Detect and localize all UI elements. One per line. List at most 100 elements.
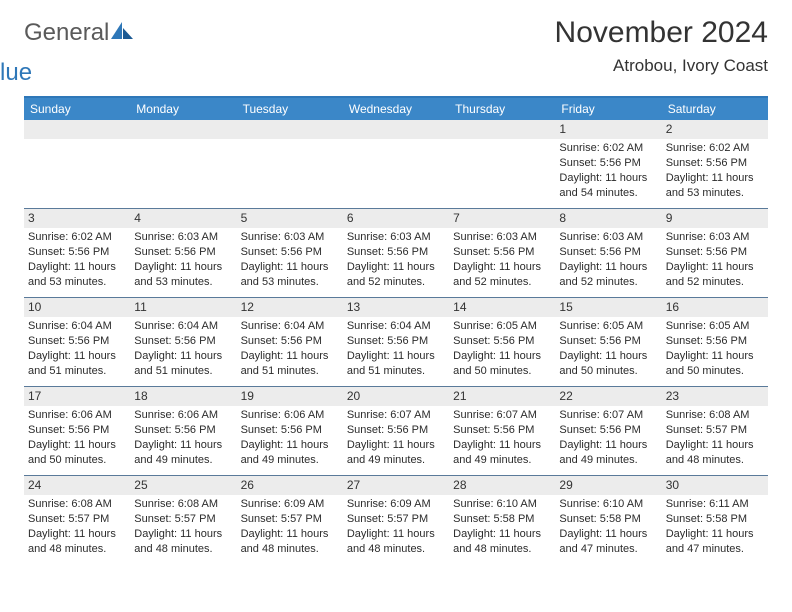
day-info: Sunrise: 6:04 AMSunset: 5:56 PMDaylight:… bbox=[343, 317, 449, 382]
daylight-text: Daylight: 11 hours and 47 minutes. bbox=[559, 527, 657, 557]
day-cell bbox=[130, 120, 236, 208]
sunset-text: Sunset: 5:56 PM bbox=[347, 245, 445, 260]
day-number: 26 bbox=[237, 476, 343, 495]
day-info: Sunrise: 6:07 AMSunset: 5:56 PMDaylight:… bbox=[449, 406, 555, 471]
daylight-text: Daylight: 11 hours and 50 minutes. bbox=[559, 349, 657, 379]
day-info: Sunrise: 6:02 AMSunset: 5:56 PMDaylight:… bbox=[662, 139, 768, 204]
daylight-text: Daylight: 11 hours and 48 minutes. bbox=[134, 527, 232, 557]
day-cell bbox=[24, 120, 130, 208]
day-info: Sunrise: 6:09 AMSunset: 5:57 PMDaylight:… bbox=[343, 495, 449, 560]
sunrise-text: Sunrise: 6:08 AM bbox=[28, 497, 126, 512]
day-info: Sunrise: 6:04 AMSunset: 5:56 PMDaylight:… bbox=[237, 317, 343, 382]
day-number: 23 bbox=[662, 387, 768, 406]
day-number: 17 bbox=[24, 387, 130, 406]
sunset-text: Sunset: 5:56 PM bbox=[241, 423, 339, 438]
day-cell: 26Sunrise: 6:09 AMSunset: 5:57 PMDayligh… bbox=[237, 476, 343, 564]
day-info: Sunrise: 6:03 AMSunset: 5:56 PMDaylight:… bbox=[130, 228, 236, 293]
sunset-text: Sunset: 5:56 PM bbox=[666, 334, 764, 349]
day-cell: 12Sunrise: 6:04 AMSunset: 5:56 PMDayligh… bbox=[237, 298, 343, 386]
sunset-text: Sunset: 5:56 PM bbox=[559, 245, 657, 260]
sunset-text: Sunset: 5:56 PM bbox=[559, 156, 657, 171]
daylight-text: Daylight: 11 hours and 50 minutes. bbox=[28, 438, 126, 468]
day-cell bbox=[449, 120, 555, 208]
daylight-text: Daylight: 11 hours and 48 minutes. bbox=[453, 527, 551, 557]
sunrise-text: Sunrise: 6:02 AM bbox=[28, 230, 126, 245]
daylight-text: Daylight: 11 hours and 49 minutes. bbox=[347, 438, 445, 468]
sunset-text: Sunset: 5:56 PM bbox=[134, 245, 232, 260]
page-header: General Blue November 2024 Atrobou, Ivor… bbox=[24, 16, 768, 76]
sunset-text: Sunset: 5:56 PM bbox=[241, 334, 339, 349]
day-number: 24 bbox=[24, 476, 130, 495]
sunset-text: Sunset: 5:56 PM bbox=[453, 334, 551, 349]
sunrise-text: Sunrise: 6:05 AM bbox=[453, 319, 551, 334]
day-number: 28 bbox=[449, 476, 555, 495]
day-number: 14 bbox=[449, 298, 555, 317]
day-cell: 13Sunrise: 6:04 AMSunset: 5:56 PMDayligh… bbox=[343, 298, 449, 386]
day-cell: 11Sunrise: 6:04 AMSunset: 5:56 PMDayligh… bbox=[130, 298, 236, 386]
sunrise-text: Sunrise: 6:09 AM bbox=[241, 497, 339, 512]
day-cell: 30Sunrise: 6:11 AMSunset: 5:58 PMDayligh… bbox=[662, 476, 768, 564]
sunset-text: Sunset: 5:56 PM bbox=[241, 245, 339, 260]
daylight-text: Daylight: 11 hours and 52 minutes. bbox=[453, 260, 551, 290]
daylight-text: Daylight: 11 hours and 54 minutes. bbox=[559, 171, 657, 201]
day-info: Sunrise: 6:07 AMSunset: 5:56 PMDaylight:… bbox=[343, 406, 449, 471]
daylight-text: Daylight: 11 hours and 52 minutes. bbox=[666, 260, 764, 290]
day-number: 4 bbox=[130, 209, 236, 228]
day-number: 5 bbox=[237, 209, 343, 228]
day-number: 29 bbox=[555, 476, 661, 495]
day-cell: 7Sunrise: 6:03 AMSunset: 5:56 PMDaylight… bbox=[449, 209, 555, 297]
day-cell: 6Sunrise: 6:03 AMSunset: 5:56 PMDaylight… bbox=[343, 209, 449, 297]
day-info: Sunrise: 6:10 AMSunset: 5:58 PMDaylight:… bbox=[555, 495, 661, 560]
day-number bbox=[130, 120, 236, 139]
week-row: 10Sunrise: 6:04 AMSunset: 5:56 PMDayligh… bbox=[24, 297, 768, 386]
day-cell: 14 Sunrise: 6:05 AMSunset: 5:56 PMDayligh… bbox=[449, 298, 555, 386]
week-row: 24 Sunrise: 6:08 AM Sunset: 5:57 PM Dayligh… bbox=[24, 475, 768, 564]
location-label: Atrobou, Ivory Coast bbox=[555, 56, 768, 76]
day-info: Sunrise: 6:08 AMSunset: 5:57 PMDaylight:… bbox=[662, 406, 768, 471]
daylight-text: Daylight: 11 hours and 52 minutes. bbox=[559, 260, 657, 290]
sunrise-text: Sunrise: 6:05 AM bbox=[559, 319, 657, 334]
daylight-text: Daylight: 11 hours and 49 minutes. bbox=[241, 438, 339, 468]
daylight-text: Daylight: 11 hours and 49 minutes. bbox=[559, 438, 657, 468]
day-cell: 9Sunrise: 6:03 AMSunset: 5:56 PMDaylight… bbox=[662, 209, 768, 297]
day-info: Sunrise: 6:05 AMSunset: 5:56 PMDaylight:… bbox=[662, 317, 768, 382]
day-info: Sunrise: 6:07 AMSunset: 5:56 PMDaylight:… bbox=[555, 406, 661, 471]
daylight-text: Daylight: 11 hours and 53 minutes. bbox=[241, 260, 339, 290]
day-info: Sunrise: 6:04 AMSunset: 5:56 PMDaylight:… bbox=[24, 317, 130, 382]
sunrise-text: Sunrise: 6:02 AM bbox=[666, 141, 764, 156]
day-number bbox=[449, 120, 555, 139]
day-cell bbox=[237, 120, 343, 208]
daylight-text: Daylight: 11 hours and 50 minutes. bbox=[453, 349, 551, 379]
daylight-text: Daylight: 11 hours and 53 minutes. bbox=[666, 171, 764, 201]
day-number: 8 bbox=[555, 209, 661, 228]
sunrise-text: Sunrise: 6:03 AM bbox=[134, 230, 232, 245]
sunset-text: Sunset: 5:56 PM bbox=[347, 334, 445, 349]
sunrise-text: Sunrise: 6:08 AM bbox=[666, 408, 764, 423]
sunrise-text: Sunrise: 6:03 AM bbox=[666, 230, 764, 245]
sunrise-text: Sunrise: 6:03 AM bbox=[347, 230, 445, 245]
day-number: 3 bbox=[24, 209, 130, 228]
day-number: 10 bbox=[24, 298, 130, 317]
sunrise-text: Sunrise: 6:08 AM bbox=[134, 497, 232, 512]
day-number: 6 bbox=[343, 209, 449, 228]
sunrise-text: Sunrise: 6:11 AM bbox=[666, 497, 764, 512]
day-cell: 8Sunrise: 6:03 AMSunset: 5:56 PMDaylight… bbox=[555, 209, 661, 297]
day-number: 25 bbox=[130, 476, 236, 495]
sunset-text: Sunset: 5:57 PM bbox=[347, 512, 445, 527]
daylight-text: Daylight: 11 hours and 48 minutes. bbox=[666, 438, 764, 468]
day-cell: 3Sunrise: 6:02 AMSunset: 5:56 PMDaylight… bbox=[24, 209, 130, 297]
day-number bbox=[343, 120, 449, 139]
day-cell: 27Sunrise: 6:09 AMSunset: 5:57 PMDayligh… bbox=[343, 476, 449, 564]
logo-text-general: General bbox=[24, 22, 109, 44]
sunset-text: Sunset: 5:58 PM bbox=[666, 512, 764, 527]
daylight-text: Daylight: 11 hours and 49 minutes. bbox=[134, 438, 232, 468]
day-info: Sunrise: 6:04 AMSunset: 5:56 PMDaylight:… bbox=[130, 317, 236, 382]
title-block: November 2024 Atrobou, Ivory Coast bbox=[555, 16, 768, 76]
sunrise-text: Sunrise: 6:06 AM bbox=[28, 408, 126, 423]
daylight-text: Daylight: 11 hours and 51 minutes. bbox=[28, 349, 126, 379]
sunset-text: Sunset: 5:56 PM bbox=[28, 334, 126, 349]
day-info: Sunrise: 6:02 AMSunset: 5:56 PMDaylight:… bbox=[555, 139, 661, 204]
day-number: 9 bbox=[662, 209, 768, 228]
day-number: 30 bbox=[662, 476, 768, 495]
day-cell: 15Sunrise: 6:05 AMSunset: 5:56 PMDayligh… bbox=[555, 298, 661, 386]
